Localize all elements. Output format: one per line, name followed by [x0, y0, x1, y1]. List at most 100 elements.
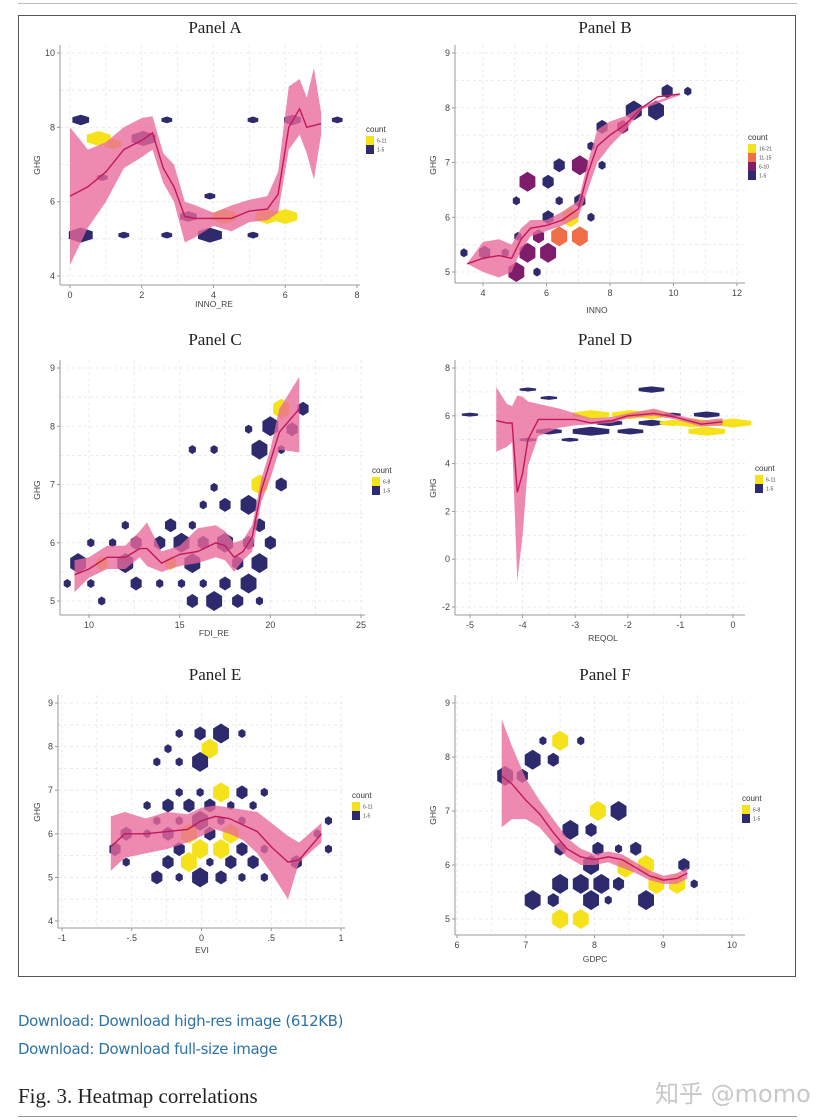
hexbin-cell [192, 839, 209, 860]
hexbin-cell [175, 729, 183, 738]
legend-swatch [372, 486, 380, 495]
x-tick-label: 15 [175, 620, 185, 630]
legend-label: 1-5 [377, 148, 384, 154]
y-axis-label: GHG [428, 805, 438, 824]
hexbin-cell [153, 757, 161, 767]
hexbin-cell [630, 841, 642, 856]
hexbin-cell [225, 855, 237, 870]
hexbin-cell [247, 855, 259, 870]
hexbin-cell [604, 895, 612, 905]
x-tick-label: 0 [67, 290, 72, 300]
hexbin-cell [186, 594, 198, 608]
x-tick-label: -3 [571, 620, 579, 630]
y-tick-label: 9 [50, 363, 55, 373]
hexbin-cell [215, 870, 227, 885]
download-high-res-link[interactable]: Download: Download high-res image (612KB… [18, 1012, 344, 1030]
x-tick-label: .5 [267, 933, 275, 943]
y-tick-label: 8 [48, 742, 53, 752]
panel-b: 4 6 8 10 12 5 6 7 8 9 Panel B INNO GHG count 16-21 11-1… [428, 18, 772, 315]
hexbin-cell [204, 192, 216, 200]
panel-c: 10 15 20 25 5 6 7 8 9 Panel C FDI_RE GHG count 6-8 1-5 [32, 330, 392, 638]
hexbin-cell [245, 424, 253, 434]
legend: count 16-21 11-15 6-10 1-5 [748, 133, 772, 180]
panel-title: Panel E [189, 665, 241, 684]
y-tick-label: 6 [445, 411, 450, 421]
download-full-size-link[interactable]: Download: Download full-size image [18, 1040, 278, 1058]
hexbin-cell [188, 520, 196, 530]
legend-title: count [742, 794, 762, 803]
hexbin-cell [275, 477, 287, 492]
hexbin-cell [610, 801, 627, 821]
legend-swatch [352, 802, 360, 811]
legend-label: 6-11 [363, 805, 373, 811]
hexbin-cell [533, 267, 541, 277]
y-axis-label: GHG [32, 155, 42, 174]
hexbin-cell [587, 212, 595, 222]
y-tick-label: 7 [445, 158, 450, 168]
x-tick-label: 10 [84, 620, 94, 630]
y-tick-label: -2 [442, 602, 450, 612]
x-tick-label: 25 [356, 620, 366, 630]
hexbin-cell [590, 801, 606, 821]
hexbin-cell [260, 872, 268, 882]
x-axis-label: INNO [586, 305, 608, 315]
legend-label: 11-15 [759, 156, 772, 162]
hexbin-cell [236, 842, 248, 857]
y-tick-label: 4 [50, 271, 55, 281]
hexbin-cell [175, 757, 183, 767]
legend-title: count [352, 791, 372, 800]
hexbin-cell [615, 844, 623, 854]
x-tick-label: 9 [661, 940, 666, 950]
x-tick-label: -2 [624, 620, 632, 630]
hexbin-cell [188, 445, 196, 455]
hexbin-cell [164, 744, 172, 754]
hexbin-cell [592, 841, 604, 856]
hexbin-cell [331, 116, 343, 124]
hexbin-cell [461, 412, 479, 417]
hexbin-cell [519, 387, 537, 392]
confidence-band [70, 67, 322, 265]
hexbin-cell [118, 231, 130, 239]
hexbin-cell [540, 242, 557, 263]
hexbin-cell [161, 231, 173, 239]
y-axis-label: GHG [428, 155, 438, 174]
top-divider [18, 3, 797, 4]
x-axis-label: REQOL [588, 633, 618, 643]
y-tick-label: 9 [445, 698, 450, 708]
hexbin-cell [562, 819, 579, 840]
legend-swatch [748, 144, 756, 153]
x-tick-label: 4 [211, 290, 216, 300]
panel-title: Panel C [188, 330, 241, 349]
hexbin-cell [693, 411, 720, 418]
hexbin-cell [571, 226, 588, 247]
hexbin-cell [598, 160, 606, 170]
hexbin-cell [238, 729, 246, 738]
hexbin-cell [63, 579, 71, 588]
hexbin-cell [577, 736, 585, 746]
hexbin-cell [684, 86, 692, 96]
x-tick-label: 6 [544, 288, 549, 298]
x-axis-label: EVI [195, 945, 209, 955]
hexbin-cell [524, 749, 541, 770]
legend-swatch [755, 475, 763, 484]
legend-label: 1-5 [383, 489, 390, 495]
hexbin-cell [249, 801, 257, 810]
hexbin-cell [551, 226, 568, 247]
legend-label: 6-11 [766, 478, 776, 484]
hexbin-cell [130, 576, 142, 591]
x-tick-label: 2 [139, 290, 144, 300]
y-tick-label: 7 [48, 785, 53, 795]
hexbin-cell [232, 594, 244, 608]
figure-frame [18, 15, 796, 977]
hexbin-cell [219, 576, 231, 591]
hexbin-cell [638, 890, 654, 911]
legend-label: 6-8 [383, 480, 390, 486]
legend-label: 6-11 [377, 139, 387, 145]
legend: count 6-11 1-5 [366, 125, 387, 154]
panel-title: Panel D [578, 330, 632, 349]
hexbin-cell [262, 416, 279, 437]
watermark: 知乎 @momo [655, 1080, 811, 1108]
y-tick-label: 4 [48, 916, 53, 926]
x-tick-label: -1 [676, 620, 684, 630]
